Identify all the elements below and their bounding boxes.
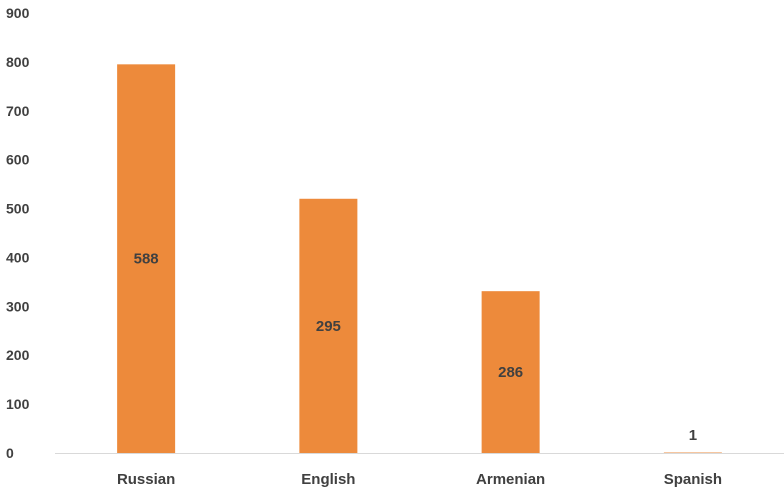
y-tick-label: 700 bbox=[6, 103, 30, 119]
y-axis-ticks: 0 100 200 300 400 500 600 700 800 900 bbox=[6, 5, 30, 461]
y-tick-label: 200 bbox=[6, 347, 30, 363]
data-labels: 588 295 286 1 bbox=[134, 251, 697, 444]
y-tick-label: 600 bbox=[6, 152, 30, 168]
bar-english bbox=[299, 198, 358, 453]
y-tick-label: 400 bbox=[6, 249, 30, 265]
category-label-russian: Russian bbox=[117, 471, 175, 488]
data-label-armenian: 286 bbox=[498, 364, 523, 381]
bar-armenian bbox=[481, 291, 540, 453]
data-label-spanish: 1 bbox=[689, 427, 697, 444]
y-tick-label: 500 bbox=[6, 201, 30, 217]
data-label-russian: 588 bbox=[134, 251, 159, 268]
y-tick-label: 0 bbox=[6, 445, 14, 461]
y-tick-label: 300 bbox=[6, 298, 30, 314]
y-tick-label: 900 bbox=[6, 5, 30, 21]
category-labels: Russian English Armenian Spanish bbox=[117, 471, 722, 488]
category-label-armenian: Armenian bbox=[476, 471, 545, 488]
category-label-english: English bbox=[301, 471, 355, 488]
bar-russian bbox=[117, 64, 176, 453]
category-label-spanish: Spanish bbox=[664, 471, 722, 488]
y-tick-label: 100 bbox=[6, 396, 30, 412]
data-label-english: 295 bbox=[316, 318, 341, 335]
bars bbox=[117, 64, 722, 453]
y-tick-label: 800 bbox=[6, 54, 30, 70]
